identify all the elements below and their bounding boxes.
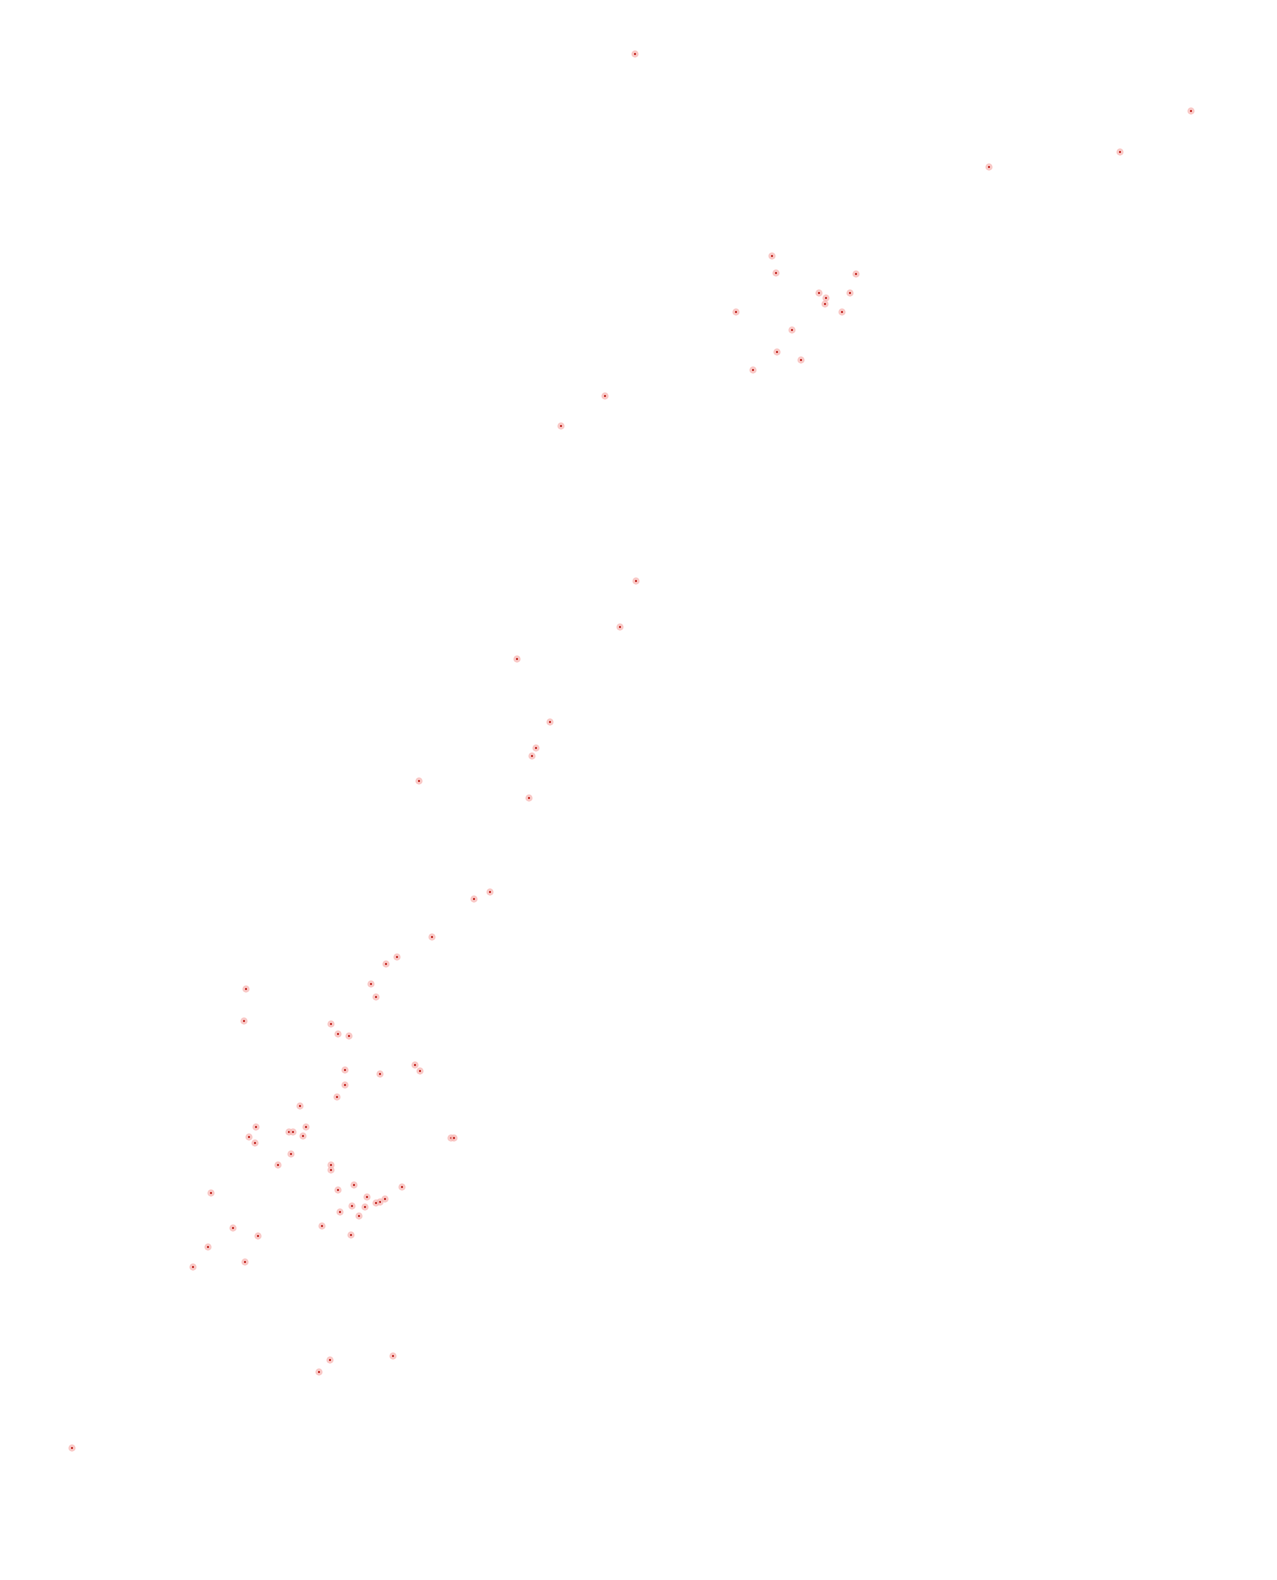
scatter-point	[616, 623, 624, 631]
scatter-point	[334, 1186, 342, 1194]
scatter-point	[254, 1232, 262, 1240]
scatter-point	[348, 1202, 356, 1210]
scatter-point	[772, 269, 780, 277]
scatter-point	[251, 1139, 259, 1147]
scatter-point	[450, 1134, 458, 1142]
scatter-point	[229, 1224, 237, 1232]
scatter-point	[525, 794, 533, 802]
scatter-point	[299, 1132, 307, 1140]
scatter-point	[557, 422, 565, 430]
scatter-point	[768, 252, 776, 260]
scatter-point	[345, 1032, 353, 1040]
scatter-point	[367, 980, 375, 988]
scatter-point	[513, 655, 521, 663]
scatter-point	[376, 1070, 384, 1078]
scatter-point	[326, 1356, 334, 1364]
scatter-point	[363, 1193, 371, 1201]
scatter-point	[245, 1133, 253, 1141]
scatter-point	[347, 1231, 355, 1239]
scatter-point	[546, 718, 554, 726]
scatter-point	[336, 1208, 344, 1216]
scatter-point	[838, 308, 846, 316]
scatter-point	[315, 1368, 323, 1376]
scatter-point	[815, 289, 823, 297]
scatter-point	[788, 326, 796, 334]
scatter-point	[327, 1020, 335, 1028]
scatter-point	[416, 1067, 424, 1075]
scatter-point	[189, 1263, 197, 1271]
scatter-point	[334, 1030, 342, 1038]
scatter-point	[486, 888, 494, 896]
scatter-point	[252, 1123, 260, 1131]
scatter-point	[852, 270, 860, 278]
scatter-point	[528, 752, 536, 760]
scatter-point	[204, 1243, 212, 1251]
scatter-point	[398, 1183, 406, 1191]
scatter-point	[821, 300, 829, 308]
scatter-point	[1116, 148, 1124, 156]
scatter-point	[241, 1258, 249, 1266]
scatter-point	[389, 1352, 397, 1360]
scatter-point	[242, 985, 250, 993]
scatter-point	[274, 1161, 282, 1169]
scatter-point	[382, 960, 390, 968]
scatter-point	[240, 1017, 248, 1025]
scatter-point	[985, 163, 993, 171]
data-points	[68, 50, 1195, 1452]
scatter-point	[773, 348, 781, 356]
scatter-point	[296, 1102, 304, 1110]
scatter-point	[470, 895, 478, 903]
scatter-point	[749, 366, 757, 374]
scatter-point	[287, 1150, 295, 1158]
scatter-point	[411, 1061, 419, 1069]
scatter-point	[822, 294, 830, 302]
scatter-point	[327, 1166, 335, 1174]
scatter-point	[289, 1128, 297, 1136]
scatter-point	[797, 356, 805, 364]
scatter-point	[601, 392, 609, 400]
scatter-point	[302, 1123, 310, 1131]
scatter-point	[341, 1066, 349, 1074]
scatter-point	[372, 993, 380, 1001]
scatter-point	[327, 1161, 335, 1169]
scatter-point	[355, 1212, 363, 1220]
scatter-point	[632, 577, 640, 585]
scatter-point	[732, 308, 740, 316]
scatter-point	[350, 1181, 358, 1189]
scatter-point	[846, 289, 854, 297]
scatter-point	[68, 1444, 76, 1452]
scatter-point	[361, 1203, 369, 1211]
scatter-point	[318, 1222, 326, 1230]
scatter-point	[1187, 107, 1195, 115]
scatter-point	[207, 1189, 215, 1197]
scatter-point	[393, 953, 401, 961]
scatter-point	[372, 1199, 380, 1207]
scatter-point	[341, 1081, 349, 1089]
scatter-point	[532, 744, 540, 752]
scatter-point	[415, 777, 423, 785]
scatter-point	[333, 1093, 341, 1101]
scatter-point	[428, 933, 436, 941]
scatter-point	[631, 50, 639, 58]
